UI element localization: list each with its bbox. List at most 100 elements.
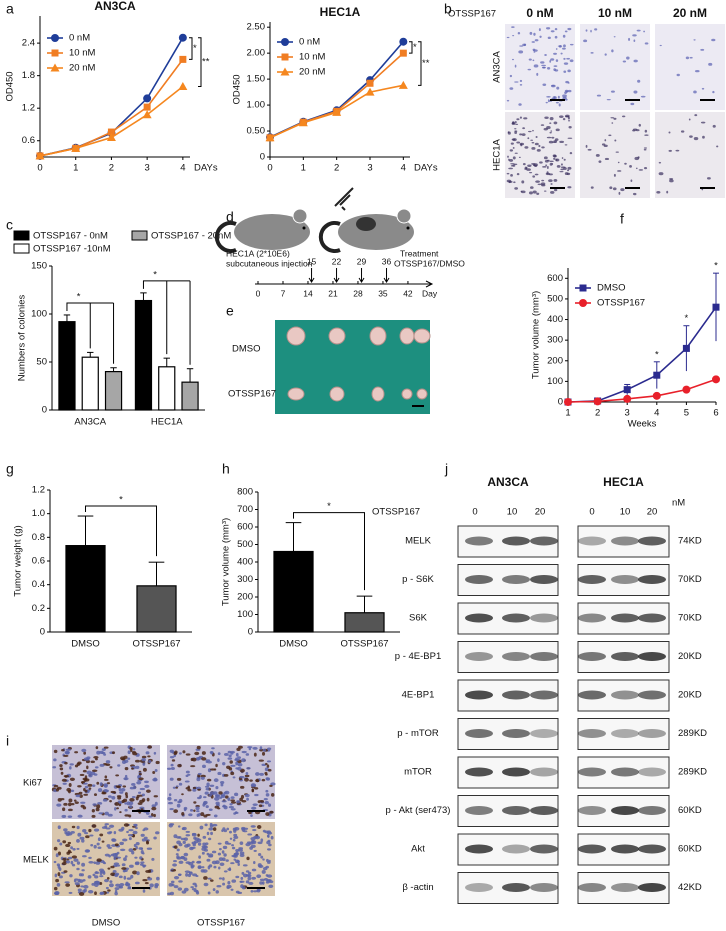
- colony: [533, 64, 539, 68]
- chart-title: HEC1A: [320, 5, 361, 19]
- colony: [567, 116, 570, 120]
- cell: [116, 856, 122, 859]
- band: [530, 729, 558, 738]
- cell: [68, 798, 73, 803]
- y-tick-label: 200: [237, 592, 253, 603]
- cell: [235, 752, 239, 757]
- y-tick-label: 1.8: [22, 70, 35, 81]
- band: [578, 690, 606, 700]
- x-axis-label: DAYs: [414, 163, 438, 174]
- colony: [527, 130, 532, 133]
- colony: [508, 167, 513, 170]
- cell: [174, 750, 178, 755]
- cell: [184, 780, 190, 783]
- band: [502, 806, 530, 815]
- significance-bracket: [418, 41, 422, 86]
- cell: [217, 758, 220, 763]
- band: [638, 613, 666, 623]
- cell: [95, 757, 98, 761]
- colony: [536, 72, 539, 76]
- legend-label: 0 nM: [69, 33, 90, 44]
- band: [465, 767, 493, 777]
- cell: [206, 778, 212, 782]
- y-tick-label: 0.6: [22, 135, 35, 146]
- band: [465, 536, 493, 546]
- cell: [271, 793, 275, 797]
- colony: [712, 90, 715, 94]
- cell: [91, 824, 97, 828]
- cell: [144, 882, 149, 885]
- cell: [269, 810, 274, 814]
- x-tick-label: 4: [401, 163, 406, 174]
- cell: [247, 833, 253, 836]
- cell: [108, 883, 114, 888]
- colony: [638, 123, 641, 127]
- marker: [179, 55, 187, 63]
- colony: [559, 140, 565, 144]
- cell: [79, 836, 85, 840]
- marker: [682, 385, 691, 394]
- colony: [567, 27, 572, 31]
- colony: [563, 167, 567, 170]
- cell: [208, 827, 214, 831]
- cell: [222, 882, 226, 886]
- cell: [177, 887, 183, 891]
- protein-label: Akt: [411, 844, 425, 855]
- cell: [232, 838, 236, 842]
- cell: [212, 791, 218, 795]
- cell: [91, 814, 96, 818]
- cell: [230, 888, 234, 891]
- cell: [74, 878, 79, 881]
- tumor: [287, 387, 305, 401]
- cell: [245, 772, 249, 775]
- y-axis-label: Tumor weight (g): [13, 525, 24, 596]
- cell: [185, 753, 191, 756]
- cell: [82, 806, 87, 810]
- cell: [147, 745, 153, 749]
- colony: [532, 175, 536, 178]
- cell: [258, 759, 264, 762]
- y-tick-label: 1.50: [247, 74, 266, 85]
- cell: [234, 792, 239, 797]
- cell: [122, 785, 127, 788]
- colony: [540, 61, 545, 64]
- x-tick-label: 2: [595, 408, 600, 419]
- cell: [237, 891, 243, 895]
- cell: [91, 809, 95, 813]
- cell: [239, 853, 245, 858]
- cell: [104, 775, 108, 779]
- cell: [81, 862, 86, 867]
- bar: [58, 321, 76, 411]
- marker: [265, 133, 275, 142]
- significance-bracket: [189, 37, 193, 60]
- cell: [68, 802, 72, 807]
- cell: [92, 873, 96, 877]
- band: [578, 806, 606, 815]
- cell: [57, 786, 62, 790]
- cell: [155, 831, 160, 835]
- cell: [191, 832, 197, 836]
- y-tick-label: 400: [547, 314, 563, 325]
- colony: [528, 58, 532, 61]
- band: [502, 536, 530, 546]
- marker: [593, 397, 602, 406]
- band: [638, 729, 666, 738]
- cell: [141, 755, 147, 759]
- colony: [700, 48, 705, 51]
- protein-label: S6K: [409, 613, 428, 624]
- cell: [230, 796, 235, 800]
- cell: [154, 884, 158, 889]
- size-label: 70KD: [678, 574, 702, 585]
- cell: [237, 862, 240, 867]
- colony: [507, 131, 511, 135]
- cell: [96, 842, 100, 846]
- band: [578, 613, 606, 623]
- colony: [644, 129, 648, 133]
- cell: [132, 848, 137, 851]
- colony: [538, 144, 541, 148]
- cell: [266, 747, 272, 751]
- colony: [539, 35, 542, 38]
- cell: [142, 878, 148, 882]
- cell: [131, 796, 136, 799]
- y-tick-label: 0.4: [32, 579, 45, 590]
